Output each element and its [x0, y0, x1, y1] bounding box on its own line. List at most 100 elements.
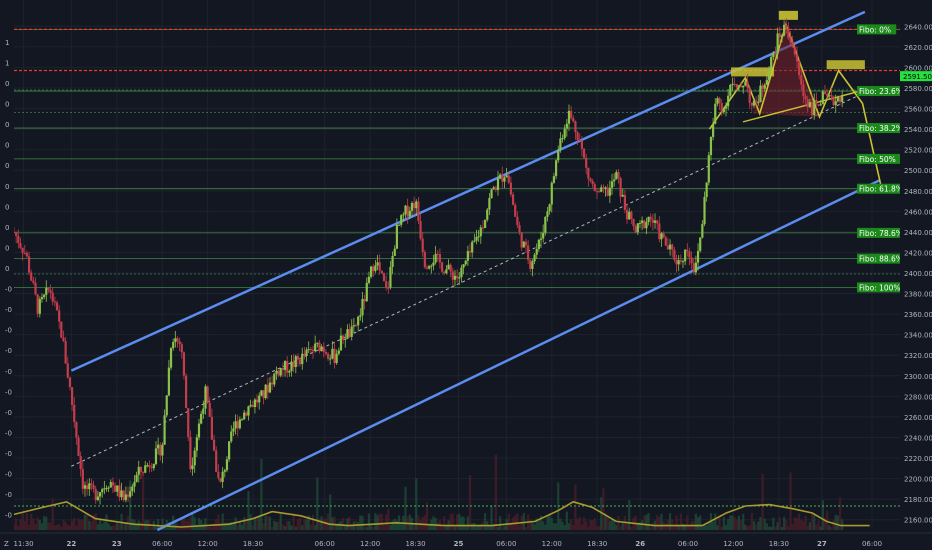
volume-bar — [53, 525, 56, 530]
volume-bar — [372, 526, 375, 530]
volume-bar — [606, 517, 609, 530]
candle-body — [453, 275, 457, 280]
volume-bar — [283, 526, 287, 530]
candle-body — [109, 482, 112, 488]
candle-body — [43, 294, 46, 298]
volume-bar — [271, 526, 274, 530]
volume-bar — [813, 515, 816, 530]
candle-body — [144, 465, 147, 473]
price-tick-label: 2520.00 — [904, 147, 932, 155]
volume-bar — [79, 519, 82, 530]
volume-bar — [219, 522, 222, 530]
candle-body — [776, 33, 779, 54]
volume-bar — [458, 514, 461, 530]
candle-body — [81, 469, 84, 489]
candle-body — [535, 248, 538, 255]
volume-bar — [578, 516, 581, 530]
price-axis[interactable]: 2640.00 2620.00 2600.00 2580.00 2560.00 2540.… — [900, 0, 932, 550]
volume-bar — [19, 519, 22, 530]
volume-bar — [331, 517, 334, 530]
volume-bar — [206, 526, 209, 530]
volume-bar — [619, 526, 622, 530]
volume-bar — [326, 513, 330, 530]
volume-bar — [316, 477, 319, 530]
candle-body — [591, 181, 594, 185]
volume-bar — [634, 515, 637, 530]
volume-bar — [810, 513, 814, 530]
price-tick-label: 2560.00 — [904, 106, 932, 114]
volume-bar — [774, 526, 777, 530]
volume-bar — [296, 519, 300, 530]
left-axis-bg — [0, 0, 14, 530]
volume-bar — [838, 497, 842, 530]
left-axis-label: -0 — [5, 491, 12, 499]
candle-body — [653, 220, 657, 223]
volume-bar — [602, 488, 605, 530]
volume-bar — [251, 525, 254, 530]
volume-bar — [656, 515, 659, 530]
channel-mid-line — [71, 87, 875, 467]
candle-body — [477, 236, 480, 238]
candle-body — [389, 266, 392, 288]
candle-body — [15, 232, 18, 236]
candle-body — [507, 175, 510, 183]
volume-bar — [137, 520, 140, 530]
time-axis[interactable]: 11:30 22 23 06:00 12:00 18:30 06:00 12:00 18:30 2… — [0, 532, 932, 550]
volume-bar — [483, 513, 487, 530]
candle-body — [529, 259, 532, 269]
volume-bar — [109, 526, 112, 530]
candle-body — [49, 290, 52, 293]
candle-body — [64, 341, 67, 364]
volume-bar — [382, 524, 386, 530]
volume-bar — [636, 524, 639, 530]
volume-bar — [432, 516, 435, 530]
candle-body — [408, 210, 411, 217]
left-axis-label: 0 — [5, 142, 9, 150]
volume-bar — [445, 524, 448, 530]
volume-bar — [62, 520, 65, 530]
volume-bar — [589, 520, 592, 530]
volume-bar — [559, 518, 562, 530]
candle-body — [393, 248, 396, 257]
candlesticks — [12, 18, 844, 505]
candle-body — [245, 412, 248, 416]
candle-body — [268, 382, 272, 393]
candle-body — [324, 351, 328, 354]
volume-bar — [88, 520, 91, 530]
candle-body — [483, 219, 487, 228]
channel-lower-line — [156, 179, 880, 532]
candle-body — [118, 485, 121, 498]
candle-body — [823, 91, 827, 94]
volume-bar — [393, 518, 396, 530]
fibo-label-bg — [857, 253, 910, 264]
candle-body — [589, 178, 592, 182]
volume-bar — [641, 520, 644, 530]
candle-body — [92, 484, 95, 489]
candle-body — [208, 402, 211, 417]
left-axis-label: 0 — [5, 183, 9, 191]
candle-body — [699, 237, 702, 251]
candle-body — [318, 342, 321, 352]
candle-body — [101, 489, 104, 493]
candle-body — [126, 494, 130, 497]
candle-body — [98, 492, 102, 497]
candle-body — [19, 243, 22, 248]
volume-bar — [94, 513, 97, 530]
candle-body — [107, 487, 110, 489]
price-tick-label: 2300.00 — [904, 373, 932, 381]
volume-bar — [705, 525, 708, 530]
price-tick-label: 2420.00 — [904, 249, 932, 257]
candle-body — [281, 367, 284, 370]
candle-body — [430, 265, 433, 267]
candle-body — [733, 83, 736, 85]
volume-bar — [277, 521, 280, 530]
candle-body — [632, 218, 635, 227]
left-shoulder-box — [731, 67, 775, 77]
candle-body — [264, 384, 267, 399]
candle-body — [73, 404, 76, 422]
volume-bar — [772, 517, 775, 530]
volume-bar — [182, 516, 186, 530]
volume-bar — [228, 522, 231, 530]
volume-bar — [281, 523, 284, 530]
